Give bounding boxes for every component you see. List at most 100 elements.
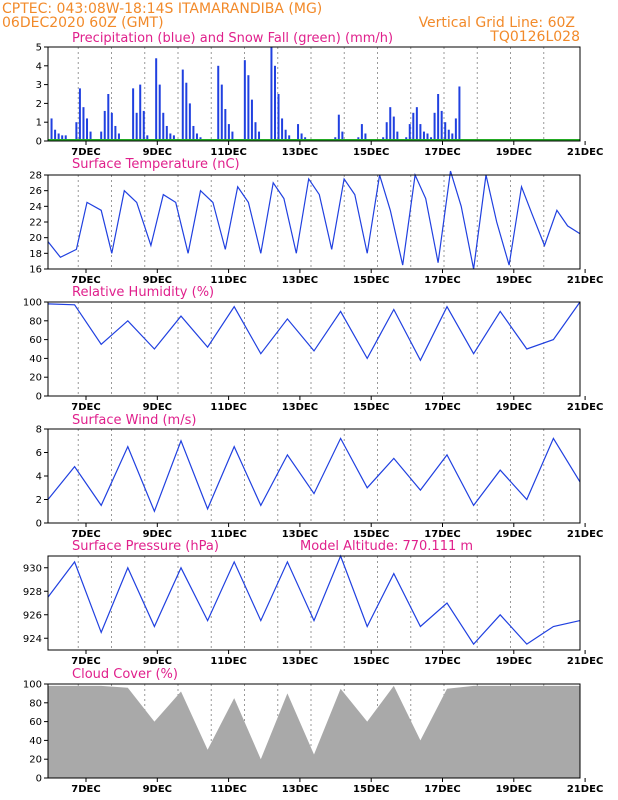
precip-bar xyxy=(142,110,145,141)
rh-xtick-label: 17DEC xyxy=(424,402,460,413)
precip-xtick-label: 7DEC xyxy=(71,147,100,158)
precip-ytick-label: 0 xyxy=(36,137,42,148)
cloud-area xyxy=(48,685,580,778)
temp-ytick-label: 20 xyxy=(29,233,42,244)
precip-bar xyxy=(360,124,363,141)
press-xtick-label: 17DEC xyxy=(424,656,460,667)
press-panel: Surface Pressure (hPa) Model Altitude: 77… xyxy=(23,539,603,667)
header-date: 06DEC2020 60Z (GMT) xyxy=(2,15,164,31)
precip-bar xyxy=(185,82,188,141)
precip-bar xyxy=(64,135,67,141)
rh-xtick-label: 19DEC xyxy=(496,402,532,413)
temp-xtick-label: 7DEC xyxy=(71,275,100,286)
rh-xtick-label: 15DEC xyxy=(353,402,389,413)
cloud-xtick-label: 13DEC xyxy=(282,784,318,795)
press-extra-label: Model Altitude: 770.111 m xyxy=(300,539,473,554)
precip-bar xyxy=(61,135,64,141)
cloud-ytick-label: 40 xyxy=(29,736,42,747)
wind-xtick-label: 19DEC xyxy=(496,529,532,540)
precip-bar xyxy=(169,133,172,141)
temp-line xyxy=(47,170,581,270)
cloud-xtick-label: 11DEC xyxy=(210,784,246,795)
rh-xtick-label: 7DEC xyxy=(71,402,100,413)
cloud-xtick-label: 17DEC xyxy=(424,784,460,795)
precip-bar xyxy=(107,94,110,141)
rh-ytick-label: 100 xyxy=(23,298,42,309)
precip-bar xyxy=(454,118,457,141)
cloud-xtick-label: 19DEC xyxy=(496,784,532,795)
rh-xtick-label: 9DEC xyxy=(143,402,172,413)
precip-bar xyxy=(162,112,165,141)
precip-bar xyxy=(75,122,78,141)
rh-title: Relative Humidity (%) xyxy=(72,285,214,300)
precip-frame xyxy=(47,46,581,142)
precip-bar xyxy=(231,131,234,141)
temp-title: Surface Temperature (nC) xyxy=(72,157,240,172)
precip-bar xyxy=(188,103,191,141)
precip-bar xyxy=(89,131,92,141)
precip-bar xyxy=(132,88,135,141)
precip-bar xyxy=(254,122,257,141)
precip-ytick-label: 1 xyxy=(36,118,42,129)
precip-bar xyxy=(415,107,418,141)
header-location: CPTEC: 043:08W-18:14S ITAMARANDIBA (MG) xyxy=(2,1,322,17)
precip-bar xyxy=(392,116,395,141)
precip-bar xyxy=(227,124,230,141)
rh-ytick-label: 80 xyxy=(29,316,42,327)
wind-ytick-label: 4 xyxy=(36,472,42,483)
precip-bar xyxy=(139,84,142,141)
rh-ytick-label: 40 xyxy=(29,354,42,365)
temp-xtick-label: 15DEC xyxy=(353,275,389,286)
precip-xtick-label: 17DEC xyxy=(424,147,460,158)
cloud-ytick-label: 0 xyxy=(36,774,42,785)
press-xtick-label: 15DEC xyxy=(353,656,389,667)
precip-bar xyxy=(192,125,195,141)
temp-frame xyxy=(47,174,581,270)
panels: Precipitation (blue) and Snow Fall (gree… xyxy=(23,31,603,795)
press-line xyxy=(47,554,581,646)
precip-title: Precipitation (blue) and Snow Fall (gree… xyxy=(72,31,393,46)
rh-xtick-label: 21DEC xyxy=(567,402,603,413)
precip-bar xyxy=(82,107,85,141)
cloud-panel: Cloud Cover (%) 0 20 40 60 80 100 7DEC 9DEC 11DEC… xyxy=(23,667,603,795)
precip-ytick-label: 3 xyxy=(36,80,42,91)
cloud-xtick-label: 15DEC xyxy=(353,784,389,795)
precip-bar xyxy=(273,65,276,141)
precip-bar xyxy=(250,99,253,141)
precip-ytick-label: 4 xyxy=(36,61,42,72)
wind-ytick-label: 0 xyxy=(36,519,42,530)
precip-ytick-label: 2 xyxy=(36,99,42,110)
temp-ytick-label: 28 xyxy=(29,171,42,182)
temp-ytick-label: 16 xyxy=(29,265,42,276)
precip-bar xyxy=(426,133,429,141)
precip-bar xyxy=(110,112,113,141)
rh-xtick-label: 13DEC xyxy=(282,402,318,413)
wind-xtick-label: 7DEC xyxy=(71,529,100,540)
precip-ytick-label: 5 xyxy=(36,43,42,54)
header-grid-line: Vertical Grid Line: 60Z xyxy=(419,15,575,31)
press-ytick-label: 926 xyxy=(23,610,42,621)
rh-ytick-label: 20 xyxy=(29,373,42,384)
press-frame xyxy=(47,555,581,651)
precip-bar xyxy=(146,135,149,141)
precip-bar xyxy=(155,58,158,141)
cloud-ytick-label: 60 xyxy=(29,717,42,728)
precip-bar xyxy=(114,125,117,141)
precip-xtick-label: 19DEC xyxy=(496,147,532,158)
wind-xtick-label: 9DEC xyxy=(143,529,172,540)
cloud-ytick-label: 20 xyxy=(29,755,42,766)
precip-bar xyxy=(54,129,57,141)
precip-bar xyxy=(172,135,175,141)
precip-bar xyxy=(385,122,388,141)
wind-xtick-label: 11DEC xyxy=(210,529,246,540)
precip-bar xyxy=(422,131,425,141)
precip-bar xyxy=(217,65,220,141)
wind-xtick-label: 17DEC xyxy=(424,529,460,540)
precip-bar xyxy=(440,110,443,141)
precip-bar xyxy=(433,112,436,141)
temp-xtick-label: 13DEC xyxy=(282,275,318,286)
precip-panel: Precipitation (blue) and Snow Fall (gree… xyxy=(36,31,604,158)
temp-ytick-label: 24 xyxy=(29,202,42,213)
press-xtick-label: 9DEC xyxy=(143,656,172,667)
wind-ytick-label: 2 xyxy=(36,495,42,506)
